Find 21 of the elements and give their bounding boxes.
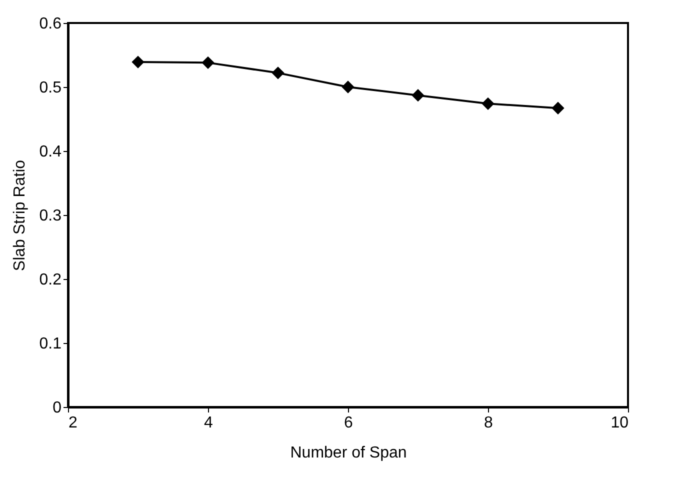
y-tick-label: 0.5 [39,80,62,96]
point [552,102,564,114]
x-tick-label: 4 [204,414,214,432]
point [132,56,144,68]
point [342,80,354,94]
x-tick-label: 6 [344,414,354,432]
y-tick-label: 0.3 [39,208,62,224]
x-tick-label: 2 [68,414,78,432]
y-tick-label: 0 [52,400,62,416]
point [272,66,284,80]
point [412,88,424,102]
y-tick-label: 0.2 [39,272,62,288]
y-tick-label: 0.6 [39,16,62,32]
point [202,56,214,70]
y-tick-label: 0.1 [39,336,62,352]
x-tick-label: 10 [610,414,629,432]
y-axis-title: Slab Strip Ratio [11,160,28,272]
x-tick-label: 8 [484,414,494,432]
point [482,97,494,110]
y-tick-label: 0.4 [39,144,62,160]
x-axis-title: Number of Span [290,444,407,462]
